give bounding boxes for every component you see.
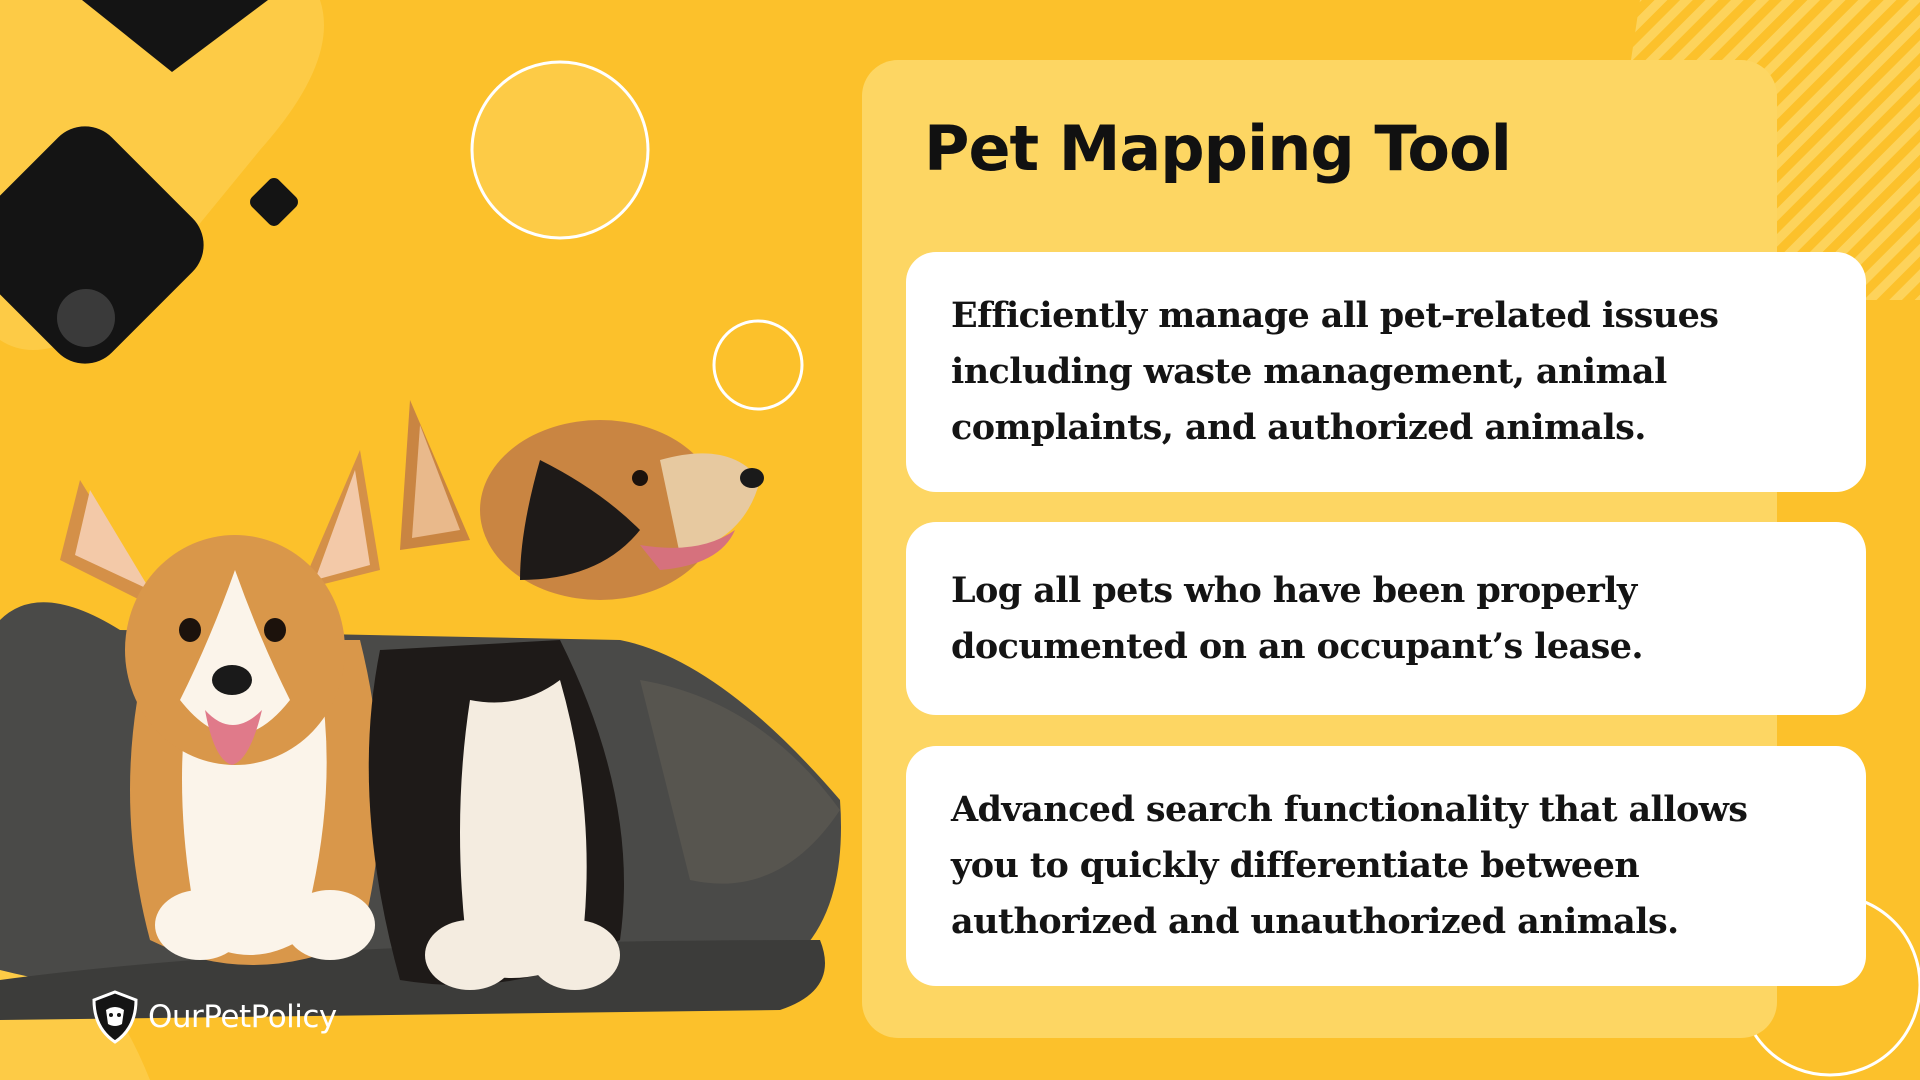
- brand-name: OurPetPolicy: [148, 999, 337, 1035]
- feature-text: Log all pets who have been properly docu…: [951, 569, 1644, 667]
- page-title: Pet Mapping Tool: [924, 112, 1512, 185]
- outline-circle-small: [712, 319, 804, 411]
- lemon-circle-shape: [472, 62, 648, 238]
- feature-text: Advanced search functionality that allow…: [951, 789, 1748, 942]
- black-diamond-shape: [0, 126, 204, 364]
- feature-card-1: Efficiently manage all pet-related issue…: [906, 252, 1866, 492]
- black-triangle-shape: [82, 0, 268, 72]
- left-corgi-shape: [60, 450, 380, 965]
- outline-circle-large: [470, 60, 650, 240]
- feature-card-2: Log all pets who have been properly docu…: [906, 522, 1866, 715]
- feature-card-3: Advanced search functionality that allow…: [906, 746, 1866, 986]
- gray-dot-shape: [57, 289, 115, 347]
- small-diamond-shape: [250, 178, 298, 226]
- two-corgi-dogs-image: [0, 400, 841, 1020]
- brand-logo: OurPetPolicy: [92, 990, 337, 1044]
- feature-text: Efficiently manage all pet-related issue…: [951, 295, 1719, 448]
- shield-dog-icon: [92, 990, 138, 1044]
- right-corgi-shape: [368, 400, 764, 990]
